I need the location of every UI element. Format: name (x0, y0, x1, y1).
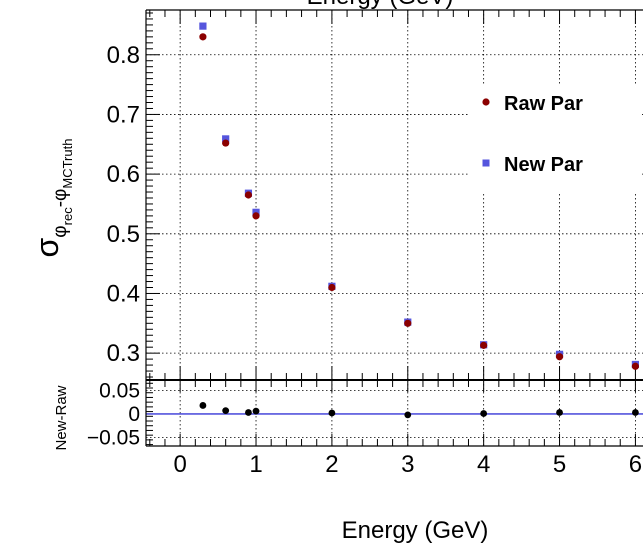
upper-data-points (199, 22, 640, 370)
upper-y-tick-label-5: 0.8 (107, 42, 140, 69)
lower-grid (146, 380, 643, 446)
top-axis-title: Energy (GeV) (307, 0, 454, 10)
legend-marker-new-par (482, 159, 490, 167)
lower-y-tick-label-2: 0.05 (99, 379, 140, 402)
difference-point-5 (404, 411, 412, 419)
raw-par-point-0 (199, 33, 207, 41)
legend-background (470, 84, 640, 194)
upper-y-tick-label-4: 0.7 (107, 101, 140, 128)
raw-par-point-8 (631, 362, 640, 370)
upper-y-tick-label-2: 0.5 (107, 221, 140, 248)
y-title-minus: - (50, 201, 71, 207)
difference-point-7 (556, 409, 563, 416)
lower-frame (145, 379, 643, 447)
y-title-phi-mctruth: φ (50, 189, 71, 201)
difference-point-2 (245, 409, 252, 416)
upper-y-tick-label-1: 0.4 (107, 280, 140, 307)
raw-par-point-6 (480, 341, 488, 349)
upper-frame (145, 9, 643, 380)
x-tick-label-4: 4 (477, 451, 490, 478)
y-title-sub-rec: rec (60, 207, 75, 226)
difference-point-1 (222, 407, 230, 415)
x-tick-label-1: 1 (249, 451, 262, 478)
upper-y-axis-title: σφrec-φMCTruth (29, 139, 75, 258)
difference-point-3 (252, 407, 260, 415)
raw-par-point-2 (244, 191, 253, 199)
upper-y-ticks: 0.3 0.4 0.5 0.6 0.7 0.8 (107, 12, 160, 378)
legend-label-raw-par: Raw Par (504, 93, 583, 115)
upper-y-tick-label-3: 0.6 (107, 161, 140, 188)
raw-par-point-1 (222, 139, 230, 147)
upper-grid (146, 10, 643, 380)
y-title-sigma: σ (29, 237, 65, 257)
raw-par-point-7 (555, 353, 564, 361)
upper-x-ticks (149, 10, 636, 380)
x-axis-title: Energy (GeV) (342, 517, 489, 544)
y-title-sub-mctruth: MCTruth (60, 139, 75, 189)
lower-y-tick-label-0: −0.05 (87, 427, 140, 450)
raw-par-point-3 (252, 212, 260, 220)
legend-marker-raw-par (482, 98, 490, 106)
y-title-phi-rec: φ (50, 225, 71, 237)
difference-point-4 (328, 409, 336, 417)
difference-point-6 (480, 410, 488, 417)
lower-x-ticks: 0 1 2 3 4 5 6 (149, 380, 642, 478)
lower-data-points (199, 402, 639, 419)
difference-point-0 (199, 402, 207, 409)
x-tick-label-6: 6 (629, 451, 642, 478)
raw-par-point-4 (328, 283, 336, 292)
raw-par-point-5 (404, 319, 412, 327)
legend-label-new-par: New Par (504, 154, 583, 176)
upper-y-tick-label-0: 0.3 (107, 340, 140, 367)
new-par-point-0 (199, 22, 207, 30)
lower-y-tick-label-1: 0 (128, 403, 140, 426)
x-tick-label-2: 2 (325, 451, 338, 478)
new-par-point-1 (222, 135, 230, 143)
lower-y-axis-title: New-Raw (53, 385, 70, 450)
legend: Raw Par New Par (470, 84, 640, 194)
x-tick-label-3: 3 (401, 451, 414, 478)
upper-panel: 0.3 0.4 0.5 0.6 0.7 0.8 (107, 9, 643, 380)
x-tick-label-0: 0 (173, 451, 186, 478)
x-tick-label-5: 5 (553, 451, 566, 478)
difference-point-8 (632, 409, 639, 416)
